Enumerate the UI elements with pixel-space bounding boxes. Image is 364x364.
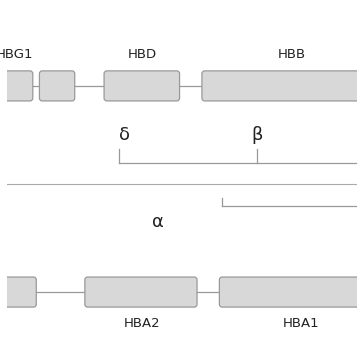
FancyBboxPatch shape	[0, 71, 33, 101]
FancyBboxPatch shape	[104, 71, 179, 101]
Text: HBA1: HBA1	[282, 317, 319, 329]
FancyBboxPatch shape	[202, 71, 364, 101]
Text: HBB: HBB	[278, 48, 306, 62]
Text: β: β	[252, 126, 263, 144]
FancyBboxPatch shape	[219, 277, 364, 307]
Text: HBG1: HBG1	[0, 48, 33, 62]
Text: δ: δ	[119, 126, 130, 144]
FancyBboxPatch shape	[85, 277, 197, 307]
FancyBboxPatch shape	[0, 277, 36, 307]
FancyBboxPatch shape	[39, 71, 75, 101]
Text: HBA2: HBA2	[123, 317, 160, 329]
Text: α: α	[151, 213, 163, 231]
Text: HBD: HBD	[127, 48, 157, 62]
